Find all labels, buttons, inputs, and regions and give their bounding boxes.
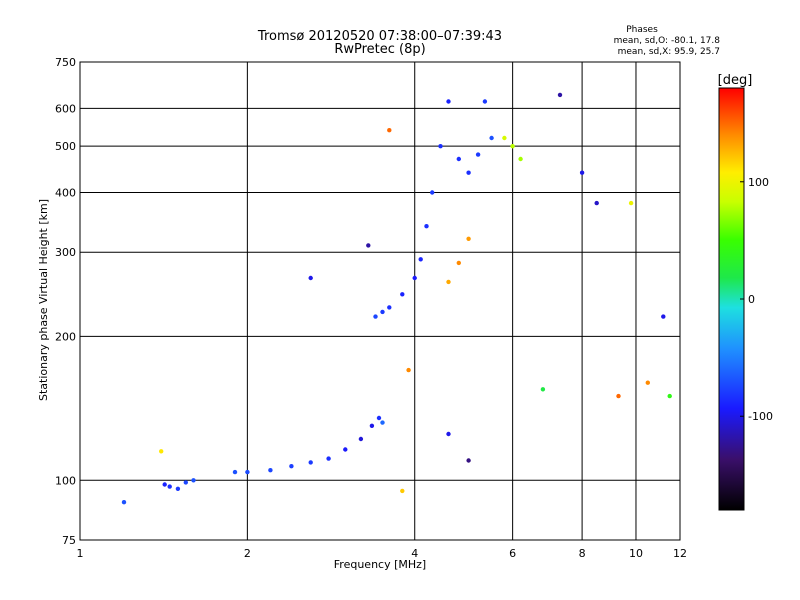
- echo-point: [373, 314, 378, 319]
- y-tick-label: 100: [55, 474, 76, 487]
- echo-point: [518, 156, 523, 162]
- phases-x-mode-stats: mean, sd,X: 95.9, 25.7: [618, 47, 720, 57]
- echo-point: [446, 99, 451, 104]
- echo-point: [268, 468, 273, 473]
- echo-point: [387, 128, 392, 133]
- echo-point: [159, 449, 164, 454]
- plot-frame: [79, 61, 681, 541]
- echo-point: [369, 423, 375, 428]
- y-tick-label: 750: [55, 56, 76, 69]
- echo-point: [175, 486, 181, 491]
- echo-point: [380, 309, 385, 315]
- echo-point: [579, 170, 585, 175]
- grid-lines: [80, 62, 680, 540]
- echo-point: [489, 135, 494, 141]
- echo-point: [661, 314, 666, 319]
- echo-point: [456, 260, 461, 266]
- colorbar-tick-label: 0: [748, 293, 755, 306]
- echo-point: [424, 224, 429, 229]
- echo-point: [446, 431, 451, 437]
- x-tick-label: 1: [77, 547, 84, 560]
- echo-point: [475, 152, 481, 157]
- echo-point: [482, 99, 488, 104]
- echo-point: [308, 460, 313, 465]
- echo-point: [510, 144, 515, 149]
- echo-point: [616, 393, 621, 399]
- echo-point: [466, 236, 471, 241]
- phases-o-mode-stats: mean, sd,O: -80.1, 17.8: [614, 36, 721, 46]
- x-tick-label: 8: [579, 547, 586, 560]
- y-axis-tick-labels: 75 100 200 300 400 500 600 750: [55, 56, 76, 547]
- echo-point: [308, 275, 313, 281]
- x-tick-label: 4: [411, 547, 418, 560]
- colorbar: [718, 87, 745, 511]
- x-axis-label: Frequency [MHz]: [334, 558, 426, 571]
- echo-point: [446, 279, 451, 285]
- echo-point: [667, 393, 672, 399]
- echo-point: [557, 92, 563, 98]
- echo-point: [162, 482, 167, 487]
- echo-point: [326, 456, 331, 461]
- x-axis-tick-labels: 1 2 4 6 8 10 12: [77, 547, 688, 560]
- echo-point: [167, 484, 172, 489]
- echo-point: [594, 200, 599, 206]
- echo-point: [289, 464, 294, 469]
- x-tick-label: 12: [673, 547, 687, 560]
- echo-point: [466, 458, 471, 463]
- echo-point: [400, 488, 405, 494]
- chart-subtitle: RwPretec (8p): [334, 42, 425, 57]
- y-tick-label: 600: [55, 102, 76, 115]
- echo-point: [232, 469, 238, 475]
- echo-point: [540, 387, 546, 392]
- colorbar-tick-label: -100: [748, 410, 773, 423]
- phases-heading: Phases: [626, 25, 658, 35]
- echo-point: [400, 292, 405, 297]
- x-tick-label: 10: [629, 547, 643, 560]
- echo-point: [183, 480, 188, 485]
- echo-point: [430, 190, 435, 195]
- y-axis-label: Stationary phase Virtual Height [km]: [37, 199, 50, 401]
- echo-point: [245, 469, 250, 475]
- echo-point: [366, 243, 371, 248]
- echo-point: [466, 170, 471, 175]
- echo-point: [418, 257, 423, 262]
- echo-point: [456, 156, 461, 162]
- echo-point: [387, 305, 392, 310]
- colorbar-ticks: 100 0 -100: [740, 176, 773, 423]
- x-tick-label: 6: [509, 547, 516, 560]
- y-tick-label: 200: [55, 330, 76, 343]
- echo-point: [380, 420, 385, 425]
- y-tick-label: 400: [55, 186, 76, 199]
- echo-point: [343, 447, 348, 452]
- echo-point: [376, 415, 382, 421]
- chart-title: Tromsø 20120520 07:38:00–07:39:43: [257, 29, 502, 44]
- colorbar-label: [deg]: [718, 73, 753, 88]
- echo-point: [628, 200, 634, 206]
- y-tick-label: 300: [55, 246, 76, 259]
- y-tick-label: 75: [62, 534, 76, 547]
- echo-point: [645, 380, 650, 385]
- echo-point: [412, 275, 417, 281]
- data-points: [121, 92, 672, 505]
- x-tick-label: 2: [244, 547, 251, 560]
- echo-point: [191, 478, 196, 483]
- colorbar-tick-label: 100: [748, 176, 769, 189]
- echo-point: [121, 500, 127, 505]
- echo-point: [358, 436, 364, 442]
- echo-point: [406, 367, 411, 373]
- echo-point: [502, 135, 507, 141]
- y-tick-label: 500: [55, 140, 76, 153]
- echo-point: [438, 144, 443, 149]
